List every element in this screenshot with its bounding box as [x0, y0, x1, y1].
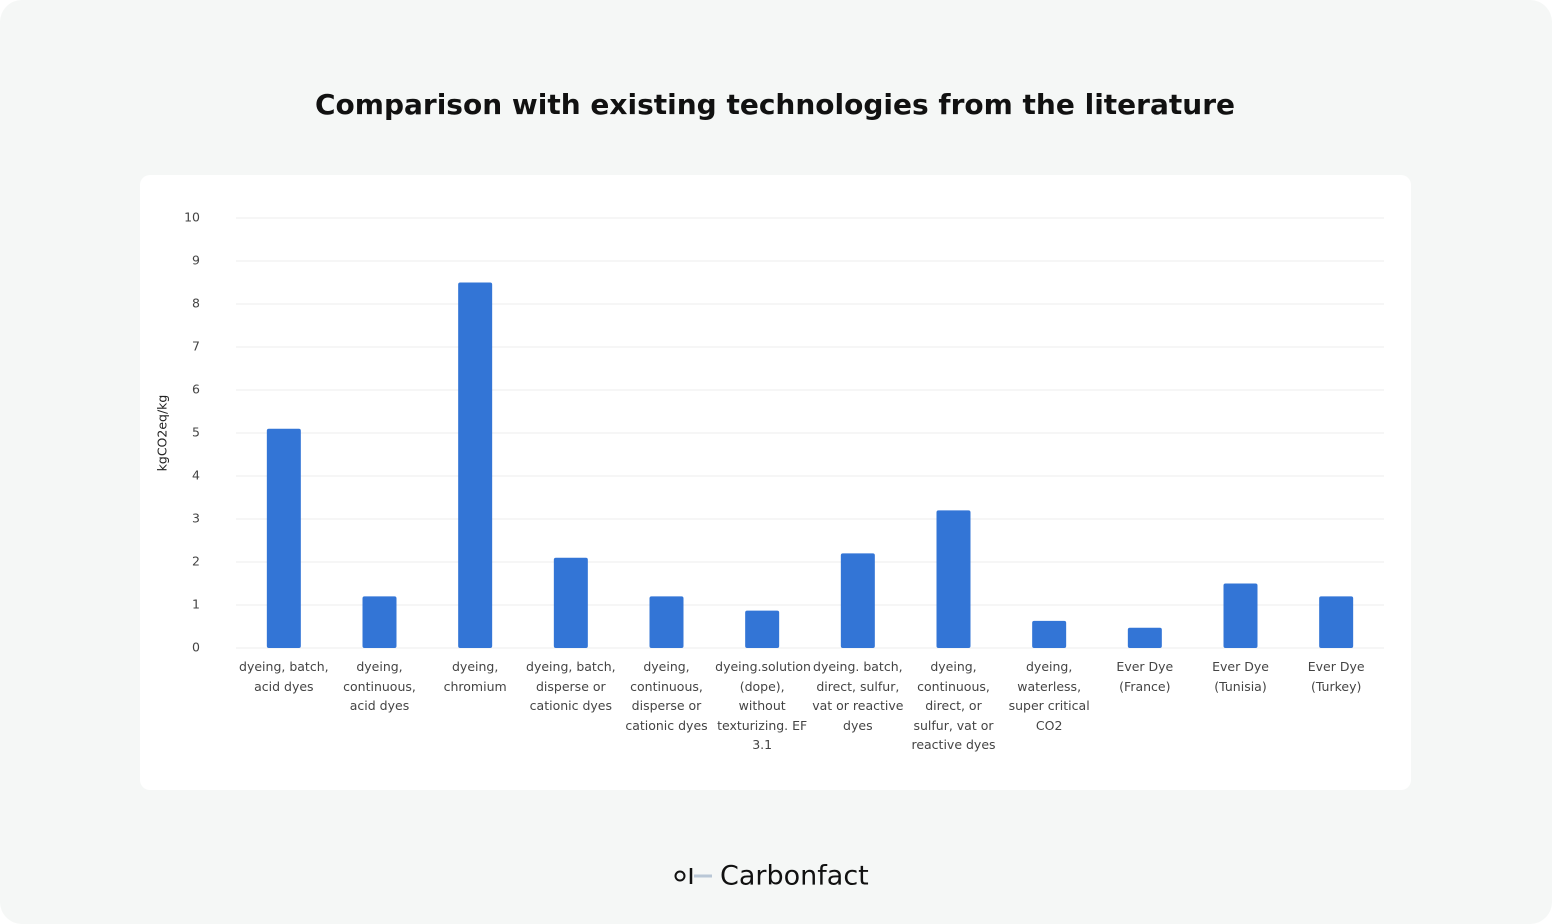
- bar: [745, 610, 780, 648]
- chart-card: [140, 175, 1411, 790]
- y-tick-label: 10: [184, 210, 200, 225]
- bar: [1223, 583, 1258, 648]
- brand: Carbonfact: [720, 861, 869, 892]
- x-tick-label: Ever Dye (France): [1116, 659, 1174, 694]
- bar: [936, 510, 971, 648]
- bar: [1032, 620, 1067, 648]
- y-tick-label: 6: [192, 382, 200, 397]
- bar: [840, 553, 875, 648]
- x-tick-label: dyeing, waterless, super critical CO2: [1008, 659, 1090, 733]
- y-axis-label: kgCO2eq/kg: [155, 395, 170, 472]
- x-tick-label: dyeing. batch, direct, sulfur, vat or re…: [812, 659, 904, 733]
- bar: [649, 596, 684, 648]
- x-tick-label: dyeing, chromium: [443, 659, 507, 694]
- y-tick-label: 9: [192, 253, 200, 268]
- y-tick-label: 3: [192, 511, 200, 526]
- x-tick-label: dyeing, continuous, disperse or cationic…: [625, 659, 708, 733]
- logo-icon: [674, 870, 686, 882]
- y-tick-label: 7: [192, 339, 200, 354]
- bar: [1127, 627, 1162, 648]
- y-tick-label: 8: [192, 296, 200, 311]
- y-tick-label: 5: [192, 425, 200, 440]
- y-tick-label: 1: [192, 597, 200, 612]
- x-tick-label: Ever Dye (Turkey): [1307, 659, 1365, 694]
- x-tick-label: dyeing, continuous, acid dyes: [343, 659, 416, 713]
- bar: [266, 428, 301, 648]
- x-tick-label: dyeing, batch, disperse or cationic dyes: [526, 659, 616, 713]
- y-tick-label: 4: [192, 468, 200, 483]
- y-tick-label: 2: [192, 554, 200, 569]
- y-tick-label: 0: [192, 640, 200, 655]
- bar: [1319, 596, 1354, 648]
- x-tick-label: dyeing.solution (dope), without texturiz…: [715, 659, 811, 752]
- bar: [553, 557, 588, 648]
- chart-title: Comparison with existing technologies fr…: [315, 88, 1235, 121]
- x-tick-label: dyeing, batch, acid dyes: [239, 659, 329, 694]
- bar: [458, 282, 493, 648]
- x-tick-label: Ever Dye (Tunisia): [1212, 659, 1269, 694]
- bar: [362, 596, 397, 648]
- x-tick-label: dyeing, continuous, direct, or sulfur, v…: [911, 659, 996, 752]
